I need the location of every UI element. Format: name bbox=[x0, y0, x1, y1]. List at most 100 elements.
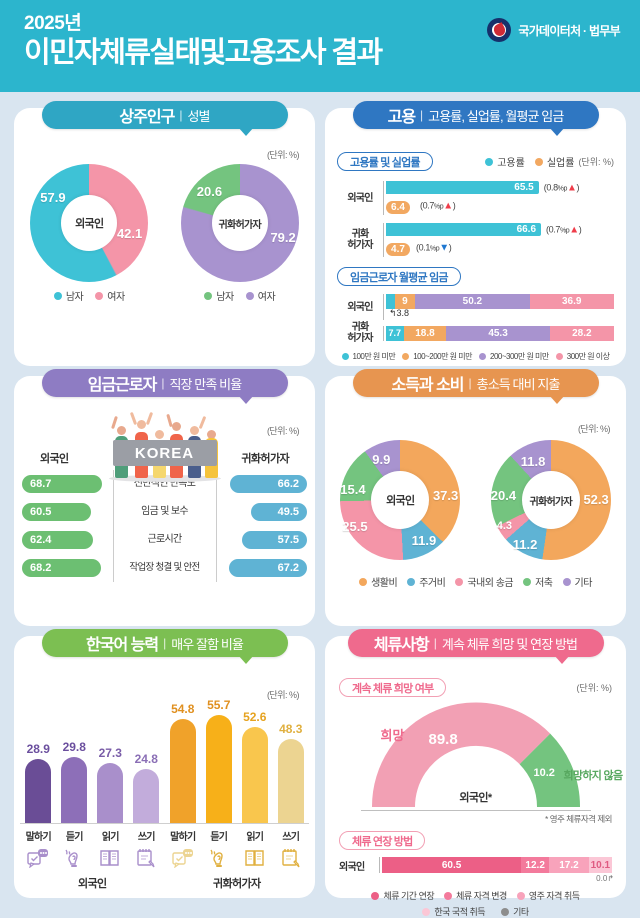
sat-bar-naturalized: 66.2 bbox=[230, 475, 307, 493]
donut-income-naturalized: 귀화허가자 52.3 11.2 4.3 20.4 11.8 bbox=[490, 440, 611, 560]
legend-item: 여자 bbox=[95, 288, 125, 303]
wage-row-foreigner: 외국인 9 50.2 36.9 ↰3.8 bbox=[337, 294, 614, 320]
legend-dot-male-icon bbox=[53, 291, 62, 300]
slice-remittance: 4.3 bbox=[496, 520, 513, 532]
stacked-bar-extension: 60.5 12.2 17.2 10.1 bbox=[382, 857, 612, 873]
legend-dot-female-icon bbox=[245, 291, 254, 300]
panel-grid: 상주인구 | 성별 (단위: %) 외국인 57.9 42.1 남자 여자 bbox=[0, 92, 640, 917]
sat-row-label: 전반적인 만족도 bbox=[112, 470, 217, 498]
legend-item: 남자 bbox=[204, 288, 234, 303]
panel-language: 한국어 능력 | 매우 잘함 비율 (단위: %) 28.9 29.8 bbox=[14, 629, 315, 898]
language-group-naturalized: 54.8 55.7 52.6 48.3 bbox=[164, 692, 309, 891]
language-unit: (단위: %) bbox=[266, 690, 300, 700]
delta-value: 0.8 bbox=[546, 182, 558, 192]
panel-stay: 체류사항 | 계속 체류 희망 및 연장 방법 계속 체류 희망 여부 (단위:… bbox=[325, 629, 626, 917]
pill-tail bbox=[237, 395, 254, 404]
bar-value: 66.6 bbox=[516, 224, 537, 235]
lang-label: 듣기 bbox=[210, 832, 228, 843]
slice-other: 9.9 bbox=[372, 452, 391, 467]
sat-bar-foreigner: 68.2 bbox=[22, 559, 101, 577]
panel-employment: 고용 | 고용률, 실업률, 월평균 임금 고용률 및 실업률 고용률 실업률 … bbox=[325, 101, 626, 366]
legend-label: 한국 국적 취득 bbox=[434, 907, 486, 917]
income-title-pill: 소득과 소비 | 총소득 대비 지출 bbox=[352, 369, 599, 404]
legend-label: 300만 원 이상 bbox=[566, 352, 610, 361]
delta-value: 0.7 bbox=[422, 200, 435, 211]
lang-col-listening: 29.8 bbox=[61, 740, 88, 823]
donut-center-label: 외국인 bbox=[61, 195, 118, 251]
slice-savings: 20.4 bbox=[490, 488, 517, 503]
bar-value: 65.5 bbox=[514, 182, 534, 193]
employment-row-foreigner: 외국인 65.5 (0.8%p▲) 6.4 (0.7%p▲) bbox=[337, 181, 614, 215]
lang-value: 27.3 bbox=[98, 746, 122, 760]
book-icon bbox=[242, 846, 268, 870]
arrow-up-icon: ▲ bbox=[569, 224, 579, 235]
stacked-bar-wage-foreigner: 9 50.2 36.9 bbox=[386, 294, 614, 309]
legend-item: 한국 국적 취득 bbox=[422, 905, 486, 918]
legend-label: 100~200만 원 미만 bbox=[413, 352, 472, 361]
lang-bar bbox=[61, 757, 88, 823]
legend-item: 저축 bbox=[523, 574, 553, 589]
legend-dot-nationality-icon bbox=[422, 907, 431, 916]
notepad-icon bbox=[278, 846, 304, 870]
header-year: 2025년 bbox=[24, 13, 82, 34]
slice-value-female: 42.1 bbox=[116, 226, 143, 241]
slice-living: 37.3 bbox=[432, 488, 459, 503]
legend-item: 200~300만 원 미만 bbox=[479, 351, 549, 362]
agency-logo: 국가데이터처 · 법무부 bbox=[487, 18, 621, 42]
stay-footnote: * 영주 체류자격 제외 bbox=[545, 814, 612, 824]
lang-bar bbox=[241, 727, 268, 823]
legend-label: 영주 자격 취득 bbox=[528, 891, 580, 901]
income-unit: (단위: %) bbox=[577, 424, 611, 434]
slice-value-female: 79.2 bbox=[270, 230, 296, 245]
lang-label: 쓰기 bbox=[282, 832, 300, 843]
lang-label: 말하기 bbox=[25, 832, 52, 843]
employment-title-pill: 고용 | 고용률, 실업률, 월평균 임금 bbox=[352, 101, 599, 136]
language-title: 한국어 능력 bbox=[86, 637, 159, 654]
lang-value: 29.8 bbox=[62, 740, 86, 754]
lang-value: 28.9 bbox=[26, 742, 50, 756]
slice-remittance: 25.5 bbox=[342, 519, 368, 534]
satisfaction-col-foreigner: 외국인 bbox=[40, 453, 69, 465]
sat-bar-foreigner: 60.5 bbox=[22, 503, 91, 521]
lang-label: 쓰기 bbox=[137, 832, 156, 843]
legend-dot-remittance-icon bbox=[455, 577, 464, 586]
slice-value-male: 57.9 bbox=[40, 190, 66, 205]
legend-item: 국내외 송금 bbox=[455, 574, 514, 589]
sat-bar-naturalized: 67.2 bbox=[229, 559, 307, 577]
bar-unemployment-rate: 6.4 bbox=[386, 201, 410, 214]
donut-center-label: 외국인 bbox=[371, 471, 430, 529]
row-category: 외국인 bbox=[347, 301, 373, 313]
employment-title: 고용 bbox=[387, 109, 416, 126]
legend-label: 고용률 bbox=[497, 158, 525, 169]
sat-row-label: 근로시간 bbox=[112, 526, 217, 554]
legend-item: 생활비 bbox=[359, 574, 398, 589]
gauge-baseline bbox=[360, 810, 591, 811]
legend-label: 주거비 bbox=[419, 578, 446, 589]
row-category: 귀화 허가자 bbox=[347, 229, 373, 251]
row-category: 외국인 bbox=[347, 192, 373, 204]
person-head-icon bbox=[136, 420, 146, 429]
legend-dot-female-icon bbox=[95, 291, 104, 300]
legend-label: 여자 bbox=[107, 292, 125, 303]
lang-bar bbox=[133, 769, 160, 823]
sat-row-label: 작업장 청결 및 안전 bbox=[112, 554, 217, 582]
wage-callout-38: ↰3.8 bbox=[389, 308, 410, 318]
employment-subtitle: 고용률, 실업률, 월평균 임금 bbox=[428, 108, 564, 124]
slice-savings: 15.4 bbox=[340, 482, 366, 497]
satisfaction-title: 임금근로자 bbox=[87, 377, 158, 394]
gauge-stay-hope: 외국인* 희망 89.8 10.2 희망하지 않음 bbox=[360, 699, 623, 811]
slice-housing: 11.2 bbox=[512, 537, 538, 552]
speech-bubble-icon bbox=[170, 846, 196, 870]
donut-foreigner-gender: 외국인 57.9 42.1 bbox=[30, 164, 149, 282]
delta-value: 0.7 bbox=[548, 224, 561, 234]
bar-employment-rate: 66.6 (0.7%p▲) bbox=[386, 223, 582, 236]
legend-dot-100to200-icon bbox=[402, 353, 410, 360]
legend-dot-savings-icon bbox=[523, 577, 532, 586]
pill-tail bbox=[548, 395, 565, 404]
lang-bar bbox=[97, 763, 124, 823]
legend-label: 저축 bbox=[535, 578, 553, 589]
delta-annotation: (0.8%p▲) bbox=[543, 182, 580, 193]
gauge-label-no-hope: 희망하지 않음 bbox=[563, 770, 624, 782]
title-separator: | bbox=[163, 636, 167, 650]
legend-wage-brackets: 100만 원 미만 100~200만 원 미만 200~300만 원 미만 30… bbox=[325, 351, 626, 362]
